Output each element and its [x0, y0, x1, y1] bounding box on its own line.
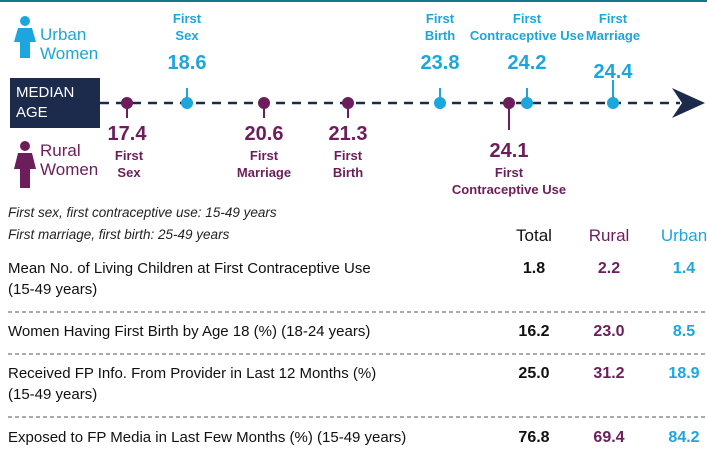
row-value: 1.8 [522, 260, 546, 277]
row-value: 2.2 [597, 260, 621, 277]
urban-event-label: First Sex [172, 11, 202, 43]
rural-legend: Rural Women [40, 141, 99, 179]
row-value: 76.8 [518, 429, 550, 446]
row-value: 16.2 [518, 323, 550, 340]
row-label: Women Having First Birth by Age 18 (%) (… [8, 323, 371, 340]
urban-dot [434, 97, 446, 109]
rural-event-label: First Sex [114, 148, 144, 180]
rural-dot [258, 97, 270, 109]
row-value: 69.4 [593, 429, 625, 446]
rural-event-label: First Birth [332, 148, 364, 180]
rural-dot [121, 97, 133, 109]
urban-age: 24.4 [593, 61, 633, 83]
row-value: 84.2 [668, 429, 700, 446]
rural-age: 21.3 [328, 123, 368, 145]
row-value: 23.0 [593, 323, 625, 340]
rural-age: 17.4 [107, 123, 147, 145]
urban-event-label: First Marriage [585, 11, 641, 43]
note: First sex, first contraceptive use: 15-4… [8, 205, 277, 220]
rural-age: 24.1 [489, 140, 529, 162]
timeline-arrow [672, 88, 705, 118]
urban-legend: Urban Women [40, 25, 99, 63]
urban-dot [181, 97, 193, 109]
urban-event-label: First Birth [424, 11, 456, 43]
rural-dot [503, 97, 515, 109]
column-header: Total [516, 226, 552, 245]
column-header: Urban [660, 226, 707, 245]
row-separators [8, 311, 707, 418]
rural-dot [342, 97, 354, 109]
row-value: 25.0 [518, 365, 550, 382]
column-header: Rural [588, 226, 630, 245]
urban-icon [14, 16, 36, 58]
row-label: Mean No. of Living Children at First Con… [8, 260, 371, 298]
urban-age: 23.8 [420, 52, 460, 74]
row-value: 1.4 [672, 260, 696, 277]
rural-age: 20.6 [244, 123, 284, 145]
row-label: Exposed to FP Media in Last Few Months (… [8, 429, 407, 446]
urban-dot [521, 97, 533, 109]
row-value: 18.9 [668, 365, 700, 382]
urban-dot [607, 97, 619, 109]
rural-event-label: First Marriage [236, 148, 292, 180]
median-label: MEDIAN AGE [16, 84, 75, 121]
urban-age: 24.2 [507, 52, 547, 74]
note: First marriage, first birth: 25-49 years [8, 227, 230, 242]
rural-icon [14, 141, 36, 188]
row-value: 31.2 [593, 365, 625, 382]
urban-event-label: First Contraceptive Use [469, 11, 585, 43]
urban-age: 18.6 [167, 52, 207, 74]
row-label: Received FP Info. From Provider in Last … [8, 365, 377, 403]
row-value: 8.5 [672, 323, 696, 340]
rural-event-label: First Contraceptive Use [451, 165, 567, 197]
median-box [10, 78, 100, 128]
